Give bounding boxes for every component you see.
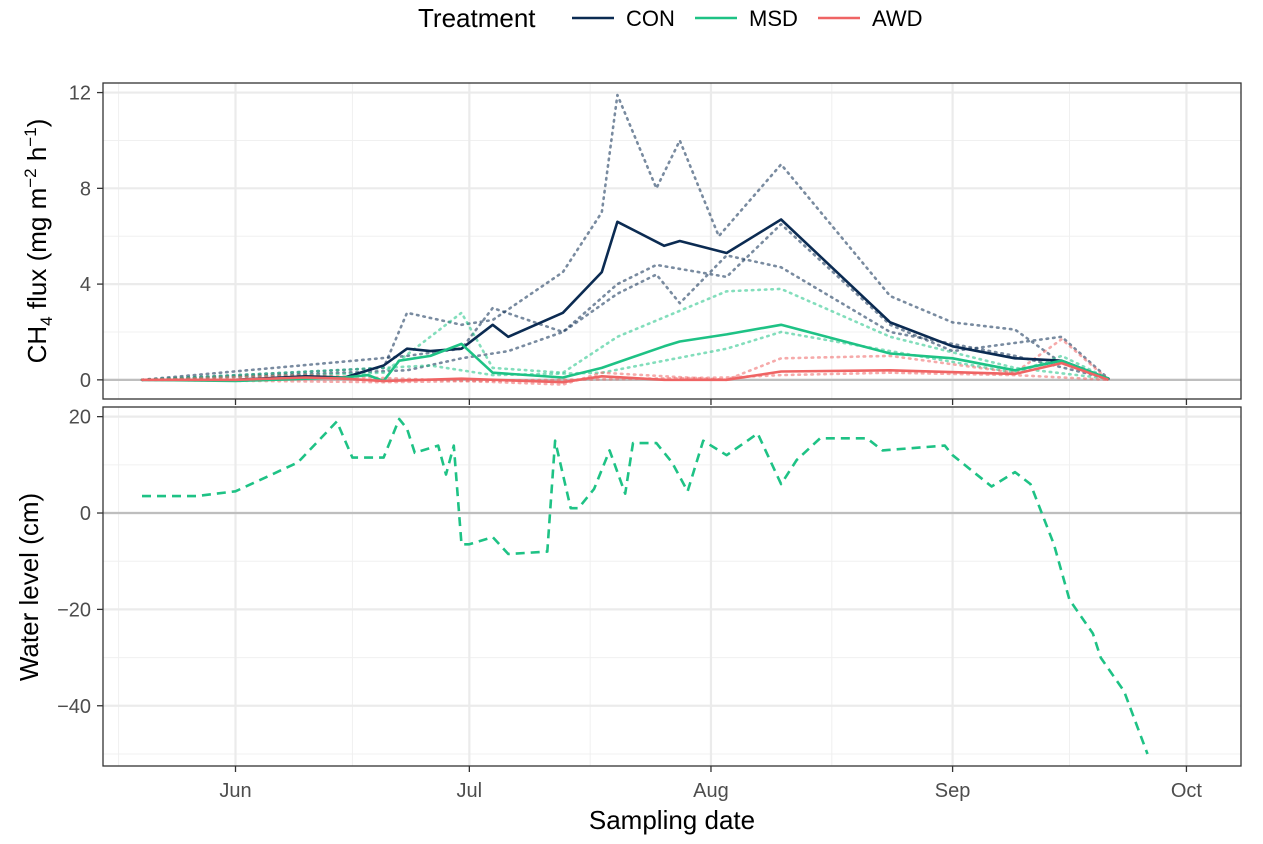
y-tick-label: −20: [57, 599, 91, 621]
y-tick-label: 0: [80, 370, 91, 392]
ylabel-superscript: −2: [21, 168, 40, 187]
y-tick-label: 12: [69, 83, 91, 105]
legend-title: Treatment: [418, 3, 536, 33]
ch4-y-axis-title: CH4 flux (mg m−2 h−1): [21, 119, 56, 364]
y-axis: −40 −20 0 20: [57, 407, 103, 718]
legend-label-msd: MSD: [749, 6, 798, 31]
y-tick-label: 4: [80, 274, 91, 296]
x-tick-label: Jun: [219, 780, 251, 802]
replicate-line-con-replicate-1: [140, 93, 1110, 382]
ylabel-subscript: 4: [37, 316, 56, 325]
ylabel-part: h: [22, 147, 52, 169]
y-axis: 0 4 8 12: [69, 83, 103, 392]
panel-border: [102, 406, 1242, 767]
treatment-mean-line-awd: [142, 361, 1109, 384]
legend-label-awd: AWD: [872, 6, 923, 31]
treatment-mean-line-msd: [141, 323, 1109, 383]
panel-water-level: −40 −20 0 20 Water level (cm): [14, 406, 1242, 767]
ylabel-superscript: −1: [21, 127, 40, 146]
y-tick-label: 0: [80, 503, 91, 525]
replicate-line-con-replicate-3: [140, 254, 1110, 382]
x-axis: Jun Jul Aug Sep Oct: [219, 399, 1202, 802]
legend: Treatment CON MSD AWD: [418, 3, 923, 33]
panel-border: [102, 82, 1242, 400]
ylabel-part: CH: [22, 326, 52, 364]
x-tick-label: Oct: [1171, 780, 1203, 802]
y-tick-label: 8: [80, 178, 91, 200]
panel-background: [103, 407, 1241, 766]
ylabel-part: ): [22, 119, 52, 128]
treatment-mean-line-con: [142, 218, 1109, 382]
replicate-line-msd-replicate-1: [140, 287, 1110, 382]
panel-background: [103, 83, 1241, 399]
x-tick-label: Sep: [935, 780, 971, 802]
x-axis-title: Sampling date: [589, 805, 755, 835]
x-tick-label: Aug: [693, 780, 729, 802]
replicate-line-msd-replicate-2: [140, 330, 1110, 382]
ylabel-part: flux (mg m: [22, 188, 52, 317]
y-tick-label: −40: [57, 696, 91, 718]
water-level-y-axis-title: Water level (cm): [14, 493, 44, 681]
grid-lines: [103, 407, 1241, 766]
legend-label-con: CON: [626, 6, 675, 31]
series-lines: [140, 93, 1110, 386]
y-tick-label: 20: [69, 407, 91, 429]
x-tick-label: Jul: [457, 780, 483, 802]
